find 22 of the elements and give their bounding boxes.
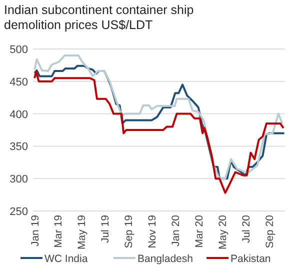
legend-label: WC India bbox=[44, 253, 88, 265]
x-tick-label: Jan 20 bbox=[170, 214, 182, 247]
y-tick-label: 450 bbox=[10, 76, 28, 88]
x-tick-label: Jul 19 bbox=[99, 214, 112, 244]
x-tick-label: Sep 19 bbox=[123, 214, 136, 248]
x-tick-label: Mar 20 bbox=[193, 214, 206, 248]
y-tick-label: 250 bbox=[10, 206, 28, 218]
legend-label: Pakistan bbox=[230, 253, 271, 265]
y-tick-label: 300 bbox=[10, 174, 28, 186]
line-series bbox=[34, 70, 284, 194]
x-tick-label: Jul 20 bbox=[240, 214, 252, 244]
x-tick-label: May 20 bbox=[216, 214, 229, 250]
chart-title: Indian subcontinent container ship demolition prices US$/LDT bbox=[4, 3, 194, 32]
y-tick-label: 500 bbox=[10, 44, 28, 56]
legend-label: Bangladesh bbox=[138, 253, 194, 265]
x-tick-label: Mar 19 bbox=[52, 214, 64, 248]
x-tick-label: Jan 19 bbox=[30, 214, 42, 247]
x-tick-label: Nov 19 bbox=[146, 214, 159, 248]
x-tick-label: May 19 bbox=[76, 214, 88, 250]
y-tick-label: 350 bbox=[10, 141, 28, 154]
y-tick-label: 400 bbox=[10, 108, 28, 121]
x-tick-label: Sep 20 bbox=[264, 214, 276, 248]
